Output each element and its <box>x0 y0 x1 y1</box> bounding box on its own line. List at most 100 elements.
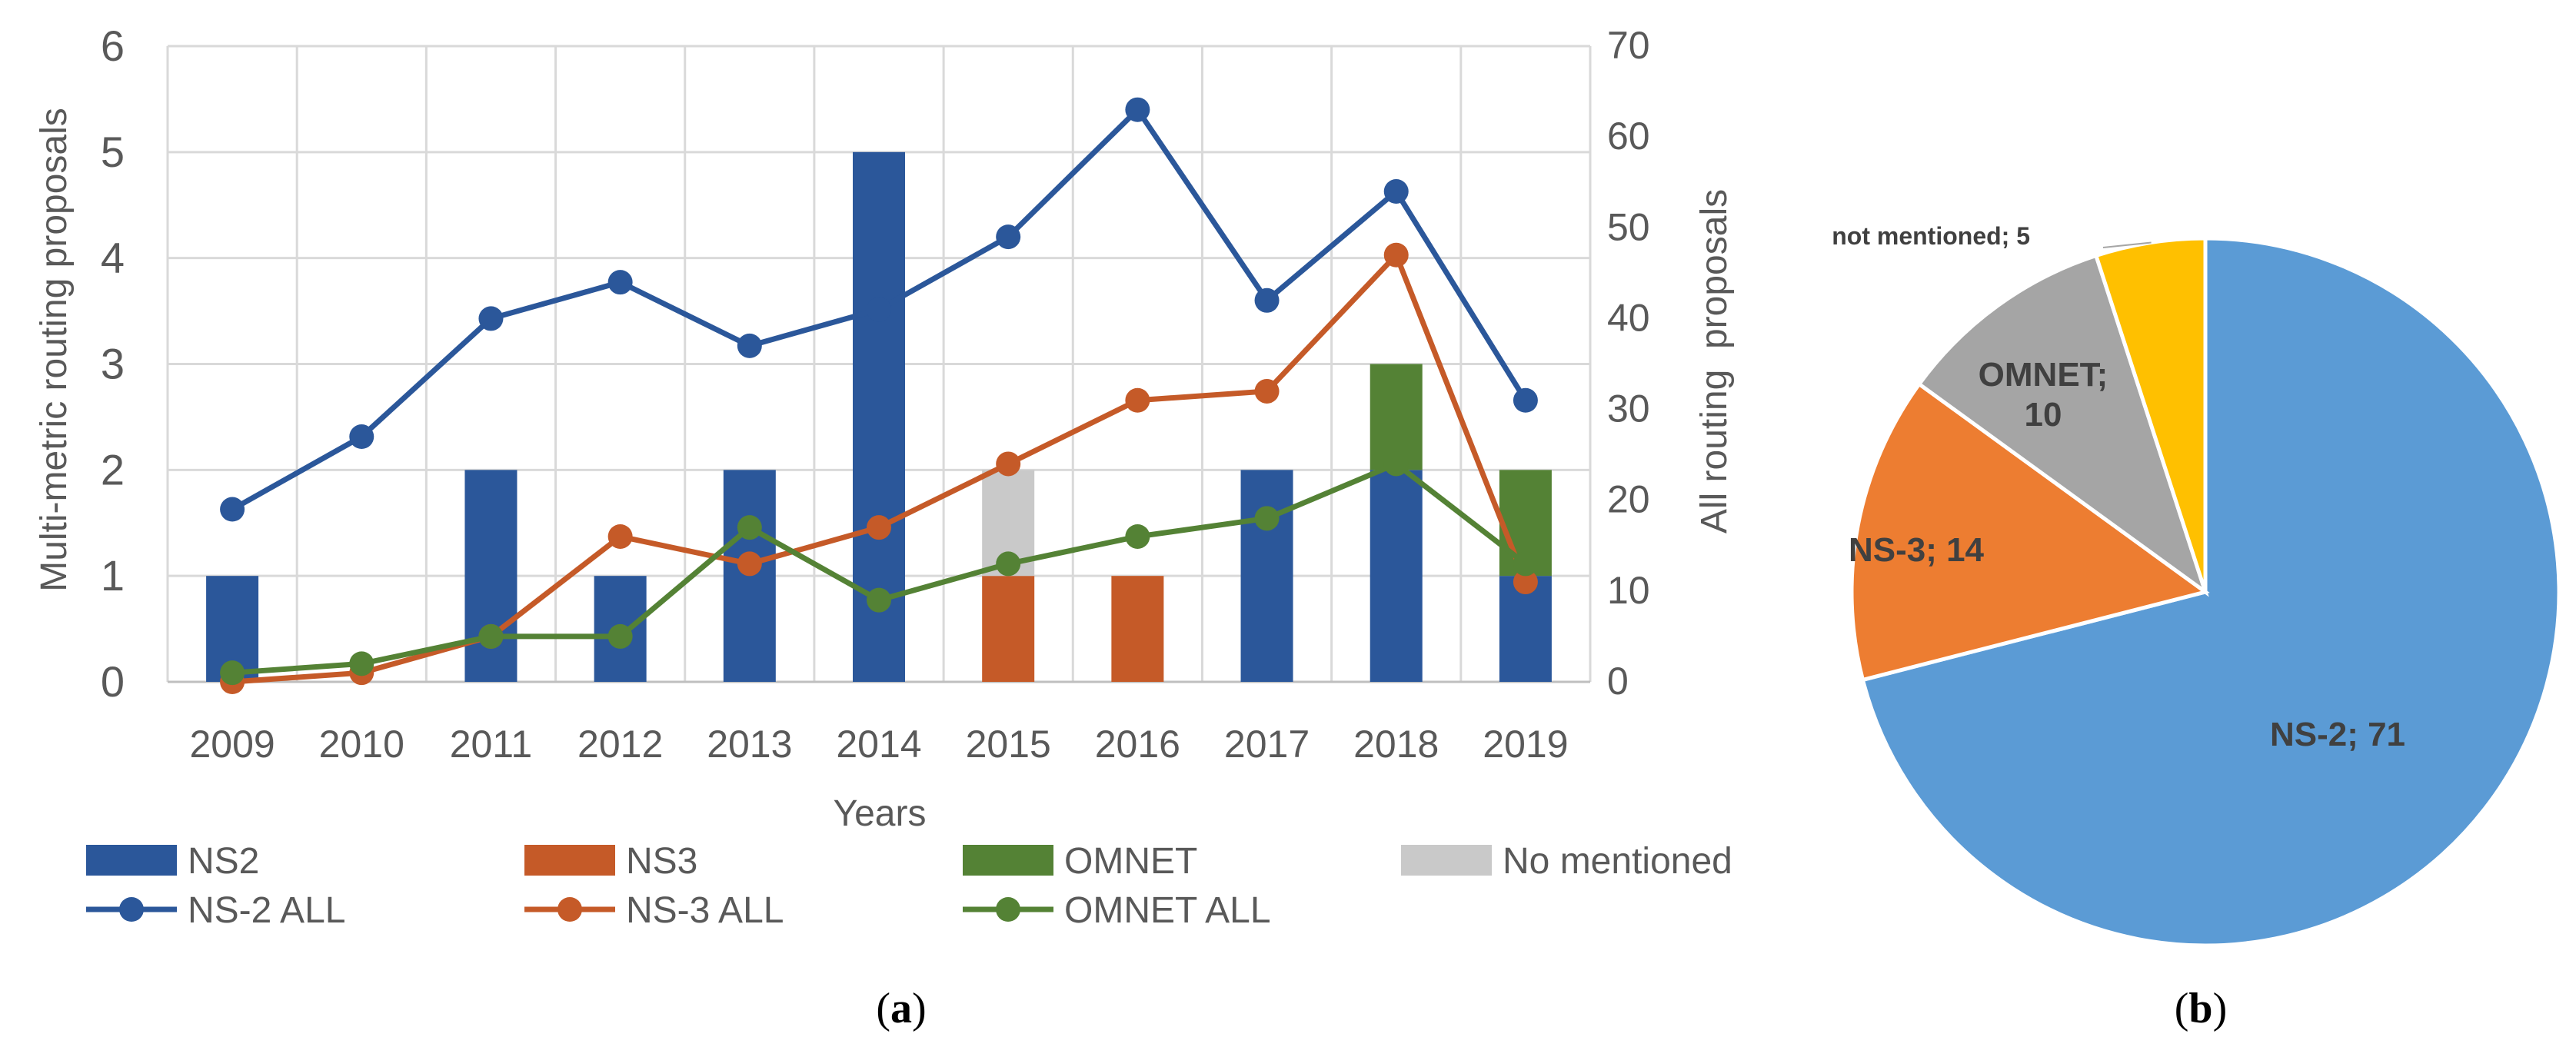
x-tick-2013: 2013 <box>707 723 792 766</box>
point-ns-3-all-2012 <box>607 524 633 549</box>
bar-ns3-2016 <box>1111 576 1164 682</box>
point-omnet-all-2015 <box>996 551 1021 577</box>
y-tick-right: 70 <box>1607 24 1650 67</box>
y-tick-right: 30 <box>1607 387 1650 430</box>
point-omnet-all-2012 <box>607 623 633 649</box>
caption-a: (a) <box>876 985 926 1032</box>
point-ns-3-all-2014 <box>867 515 891 540</box>
y-tick-right: 60 <box>1607 115 1650 158</box>
y-tick-right: 20 <box>1607 478 1650 521</box>
y-tick-right: 40 <box>1607 296 1650 339</box>
point-omnet-all-2017 <box>1254 506 1280 531</box>
pie-label-ns-3: NS-3; 14 <box>1849 531 1985 569</box>
legend-item-no-mentioned: No mentioned <box>1401 841 1732 882</box>
legend-label: NS3 <box>626 841 697 882</box>
combo-chart-a: 0 1 2 3 4 5 6 0 10 20 30 40 50 60 70 2009 2010 2011 2012… <box>34 22 1735 1032</box>
point-ns-2-all-2016 <box>1125 97 1150 122</box>
point-ns-2-all-2019 <box>1513 387 1538 413</box>
pie-slice-ns-2 <box>1860 236 2561 948</box>
x-tick-2016: 2016 <box>1095 723 1180 766</box>
legend-swatch <box>524 845 615 876</box>
legend-label: OMNET <box>1064 841 1197 882</box>
legend-item-omnet: OMNET <box>963 841 1197 882</box>
x-tick-2009: 2009 <box>189 723 275 766</box>
y-tick-left: 3 <box>101 340 125 388</box>
point-omnet-all-2014 <box>867 587 891 613</box>
x-tick-2014: 2014 <box>836 723 921 766</box>
point-omnet-all-2013 <box>737 515 762 540</box>
x-tick-2012: 2012 <box>577 723 663 766</box>
y-tick-right: 0 <box>1607 660 1629 703</box>
legend-item-ns3: NS3 <box>524 841 697 882</box>
legend-swatch <box>86 845 177 876</box>
pie-label-omnet: OMNET; 10 <box>1979 356 2108 434</box>
bar-ns3-2015 <box>982 576 1035 682</box>
point-ns-3-all-2018 <box>1383 242 1409 268</box>
x-tick-2010: 2010 <box>319 723 404 766</box>
pie-leader-line <box>2102 241 2152 248</box>
legend-item-omnet-all: OMNET ALL <box>963 890 1271 931</box>
point-ns-2-all-2015 <box>996 224 1021 250</box>
legend: NS2 NS3 OMNET No mentioned NS-2 ALL NS-3 ALL O… <box>86 841 1732 931</box>
legend-marker <box>557 897 582 922</box>
point-omnet-all-2010 <box>349 651 374 676</box>
legend-item-ns2: NS2 <box>86 841 259 882</box>
point-ns-2-all-2011 <box>478 306 504 331</box>
pie-labels: NS-2; 71 NS-3; 14 OMNET; 10 not mentioned; 5 <box>1832 222 2405 753</box>
line-series <box>220 97 1538 694</box>
point-omnet-all-2009 <box>220 660 245 686</box>
point-ns-3-all-2016 <box>1125 387 1150 413</box>
legend-label: NS-3 ALL <box>626 890 784 931</box>
legend-item-ns-2-all: NS-2 ALL <box>86 890 345 931</box>
point-omnet-all-2016 <box>1125 524 1150 549</box>
point-ns-2-all-2017 <box>1254 288 1280 313</box>
pie-chart-b: NS-2; 71 NS-3; 14 OMNET; 10 not mentioned; 5… <box>1832 222 2561 1032</box>
y-tick-left: 0 <box>101 657 125 706</box>
point-ns-2-all-2013 <box>737 333 762 358</box>
legend-label: NS2 <box>188 841 259 882</box>
point-ns-2-all-2014 <box>867 297 891 322</box>
point-ns-3-all-2015 <box>996 451 1021 477</box>
point-ns-3-all-2019 <box>1513 570 1538 595</box>
pie-label-ns-2: NS-2; 71 <box>2270 716 2405 753</box>
point-omnet-all-2018 <box>1383 451 1409 477</box>
point-ns-2-all-2012 <box>607 270 633 295</box>
x-tick-2011: 2011 <box>450 723 533 766</box>
right-axis-ticks: 0 10 20 30 40 50 60 70 <box>1607 24 1650 703</box>
caption-b: (b) <box>2175 985 2227 1032</box>
x-axis-label: Years <box>834 793 927 834</box>
x-tick-2017: 2017 <box>1224 723 1310 766</box>
left-axis-ticks: 0 1 2 3 4 5 6 <box>101 22 125 706</box>
point-ns-2-all-2010 <box>349 424 374 450</box>
point-ns-3-all-2013 <box>737 551 762 577</box>
bar-ns2-2017 <box>1240 470 1293 682</box>
y-tick-left: 6 <box>101 22 125 70</box>
legend-marker <box>996 897 1020 922</box>
pie-label-not-mentioned: not mentioned; 5 <box>1832 222 2030 250</box>
legend-swatch <box>963 845 1053 876</box>
legend-swatch <box>1401 845 1492 876</box>
legend-marker <box>119 897 144 922</box>
x-tick-2015: 2015 <box>966 723 1051 766</box>
pie-slice-omnet <box>1916 253 2209 597</box>
point-ns-2-all-2018 <box>1383 179 1409 204</box>
x-axis-ticks: 2009 2010 2011 2012 2013 2014 2015 2016 2017 2018… <box>189 723 1568 766</box>
y-tick-left: 4 <box>101 234 125 282</box>
y-axis-label-right: All routing proposals <box>1694 189 1735 533</box>
bar-ns2-2018 <box>1370 470 1423 682</box>
pie-slices <box>1849 236 2561 948</box>
point-omnet-all-2019 <box>1513 551 1538 577</box>
y-tick-left: 2 <box>101 445 125 494</box>
point-ns-2-all-2009 <box>220 497 245 522</box>
y-tick-right: 50 <box>1607 205 1650 248</box>
y-tick-right: 10 <box>1607 569 1650 612</box>
y-tick-left: 5 <box>101 128 125 176</box>
point-omnet-all-2011 <box>478 623 504 649</box>
bar-ns2-2011 <box>464 470 518 682</box>
legend-item-ns-3-all: NS-3 ALL <box>524 890 784 931</box>
legend-label: NS-2 ALL <box>188 890 345 931</box>
y-axis-label-left: Multi-metric routing proposals <box>34 108 75 592</box>
legend-label: OMNET ALL <box>1064 890 1271 931</box>
point-ns-3-all-2017 <box>1254 378 1280 404</box>
